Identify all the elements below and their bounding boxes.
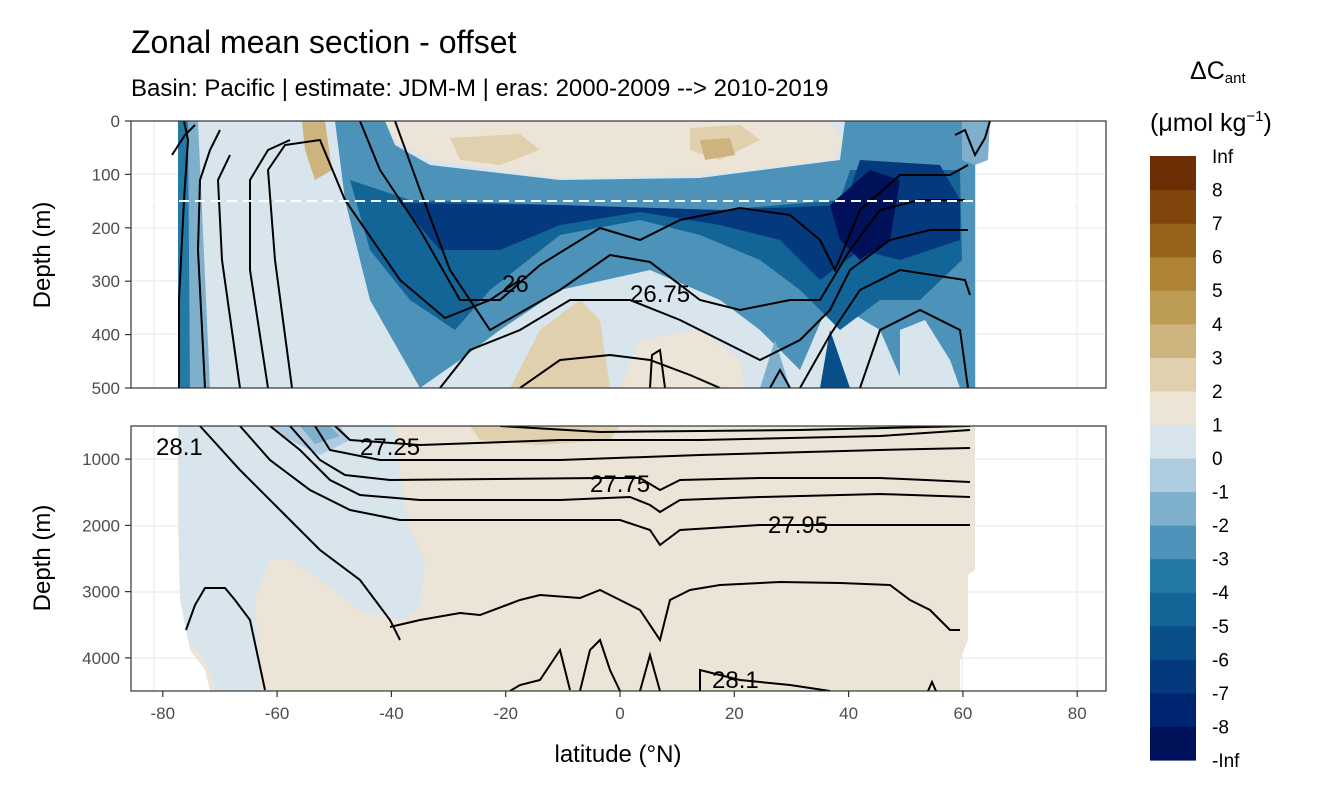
colorbar-tick-label: 4	[1212, 315, 1223, 336]
y-tick-label: 300	[92, 272, 120, 291]
x-tick-label: -60	[265, 704, 290, 723]
colorbar-swatch	[1150, 592, 1196, 627]
y-tick-label: 400	[92, 326, 120, 345]
colorbar-swatch	[1150, 692, 1196, 728]
upper-y-axis-ticks: 0 100 200 300 400 500	[92, 112, 131, 398]
colorbar-swatch	[1150, 156, 1196, 191]
y-tick-label: 4000	[82, 649, 120, 668]
contour-label-26: 26	[502, 271, 529, 298]
colorbar-tick-label: -5	[1212, 617, 1229, 638]
y-tick-label: 500	[92, 379, 120, 398]
colorbar-swatch	[1150, 390, 1196, 426]
colorbar-tick-label: -4	[1212, 583, 1229, 604]
colorbar-tick-label: 6	[1212, 248, 1223, 269]
colorbar-swatch	[1150, 458, 1196, 493]
colorbar-tick-label: Inf	[1212, 147, 1234, 168]
contour-label-28-1-deep: 28.1	[712, 667, 759, 694]
contour-label-27-25: 27.25	[360, 434, 420, 461]
x-axis-ticks: -80 -60 -40 -20 0 20 40 60 80	[151, 691, 1087, 723]
upper-fill-field	[178, 121, 990, 388]
chart-subtitle: Basin: Pacific | estimate: JDM-M | eras:…	[131, 75, 829, 102]
lower-y-axis-title: Depth (m)	[29, 505, 56, 612]
x-tick-label: 20	[725, 704, 744, 723]
contour-label-28-1-south: 28.1	[156, 434, 203, 461]
y-tick-label: 3000	[82, 583, 120, 602]
colorbar-tick-label: 2	[1212, 382, 1223, 403]
colorbar-swatch	[1150, 625, 1196, 660]
colorbar-swatch	[1150, 558, 1196, 593]
colorbar-tick-label: -7	[1212, 684, 1229, 705]
y-tick-label: 2000	[82, 516, 120, 535]
colorbar-tick-label: -Inf	[1212, 751, 1240, 772]
chart-title: Zonal mean section - offset	[131, 24, 517, 60]
contour-label-26-75: 26.75	[630, 281, 690, 308]
colorbar-tick-label: 7	[1212, 214, 1223, 235]
colorbar-swatch	[1150, 525, 1196, 560]
y-tick-label: 100	[92, 165, 120, 184]
colorbar-tick-label: -3	[1212, 550, 1229, 571]
colorbar-swatch	[1150, 424, 1196, 459]
colorbar-swatch	[1150, 223, 1196, 258]
lower-y-axis-ticks: 1000 2000 3000 4000	[82, 450, 131, 668]
colorbar-tick-label: -6	[1212, 650, 1229, 671]
upper-contour-lines	[171, 121, 991, 388]
colorbar-swatch	[1150, 726, 1196, 761]
y-tick-label: 1000	[82, 450, 120, 469]
colorbar-tick-label: 3	[1212, 348, 1223, 369]
colorbar-swatch	[1150, 323, 1196, 358]
colorbar-tick-label: 8	[1212, 181, 1223, 202]
lower-contour-lines	[185, 426, 971, 691]
x-tick-label: 0	[615, 704, 624, 723]
x-tick-label: 80	[1068, 704, 1087, 723]
y-tick-label: 200	[92, 219, 120, 238]
legend-unit: (μmol kg−1)	[1150, 108, 1272, 137]
colorbar-tick-label: -8	[1212, 717, 1229, 738]
x-axis-title: latitude (°N)	[555, 741, 682, 768]
upper-y-axis-title: Depth (m)	[29, 202, 56, 309]
legend-title: ΔCant	[1190, 57, 1246, 87]
upper-panel	[130, 120, 1107, 389]
colorbar-tick-label: 5	[1212, 281, 1223, 302]
colorbar-swatch	[1150, 256, 1196, 291]
x-tick-label: -20	[493, 704, 518, 723]
lower-panel	[130, 425, 1107, 692]
x-tick-label: -80	[151, 704, 176, 723]
y-tick-label: 0	[111, 112, 120, 131]
colorbar-swatch	[1150, 357, 1196, 392]
colorbar-swatch	[1150, 491, 1196, 526]
colorbar-swatch	[1150, 659, 1196, 694]
colorbar-tick-label: -1	[1212, 483, 1229, 504]
contour-label-27-75: 27.75	[590, 471, 650, 498]
x-tick-label: 60	[953, 704, 972, 723]
contour-label-27-95: 27.95	[768, 512, 828, 539]
colorbar	[1150, 156, 1196, 761]
x-axis: -80 -60 -40 -20 0 20 40 60 80 latitude (°N)	[151, 691, 1087, 768]
colorbar-tick-label: -2	[1212, 516, 1229, 537]
colorbar-tick-label: 1	[1212, 415, 1223, 436]
x-tick-label: -40	[379, 704, 404, 723]
x-tick-label: 40	[839, 704, 858, 723]
colorbar-swatch	[1150, 189, 1196, 224]
colorbar-swatch	[1150, 290, 1196, 325]
lower-fill-field	[178, 426, 975, 691]
colorbar-legend: ΔCant (μmol kg−1) -Inf -8 -7 -6 -5 -4 -3 -2 -1 0 1…	[1150, 57, 1272, 772]
colorbar-tick-labels: -Inf -8 -7 -6 -5 -4 -3 -2 -1 0 1 2 3 4 5 6 7 8 Inf	[1212, 147, 1240, 772]
colorbar-tick-label: 0	[1212, 449, 1223, 470]
